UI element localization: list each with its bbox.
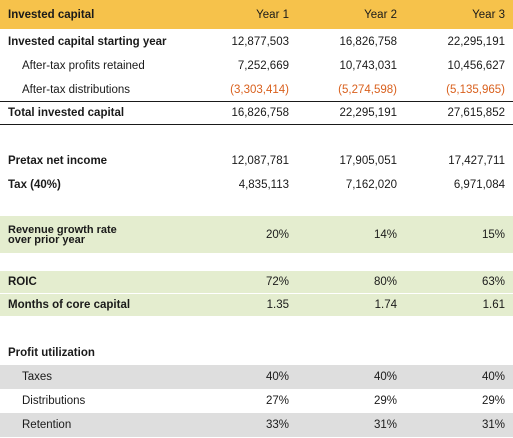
row-value-y2: 29% (373, 395, 397, 407)
row-value-y1: 12,087,781 (231, 155, 289, 167)
row-value-y3: 1.61 (482, 299, 505, 311)
row-value-y1: 12,877,503 (231, 35, 289, 48)
table-row-distrib-pct: Distributions 27% 29% 29% (0, 389, 513, 413)
row-label: After-tax profits retained (22, 60, 145, 72)
row-value-y2: 14% (373, 228, 397, 241)
table-row-growth: Revenue growth rate over prior year 20% … (0, 216, 513, 253)
row-value-y2: (5,274,598) (338, 83, 397, 96)
table-row-roic: ROIC 72% 80% 63% (0, 271, 513, 293)
row-value-y1: 20% (265, 228, 289, 241)
row-value-y1: 16,826,758 (231, 107, 289, 119)
table-row-tax: Tax (40%) 4,835,113 7,162,020 6,971,084 (0, 173, 513, 197)
row-value-y3: 40% (481, 371, 505, 383)
row-value-y1: 27% (265, 395, 289, 407)
row-value-y3: (5,135,965) (446, 83, 505, 96)
section-heading: Profit utilization (8, 347, 95, 359)
row-value-y2: 80% (373, 276, 397, 288)
row-value-y3: 17,427,711 (448, 155, 505, 167)
header-title: Invested capital (8, 8, 95, 21)
header-year-2: Year 2 (364, 8, 397, 21)
row-value-y3: 22,295,191 (447, 35, 505, 48)
row-value-y2: 22,295,191 (339, 107, 397, 119)
row-label: Revenue growth rate over prior year (0, 223, 200, 246)
row-value-y1: (3,303,414) (230, 83, 289, 96)
row-value-y1: 40% (265, 371, 289, 383)
row-value-y2: 40% (373, 371, 397, 383)
row-value-y2: 10,743,031 (339, 60, 397, 72)
row-value-y2: 17,905,051 (339, 155, 397, 167)
table-row-distributions: After-tax distributions (3,303,414) (5,2… (0, 78, 513, 101)
row-value-y1: 72% (265, 276, 289, 288)
row-value-y3: 31% (481, 419, 505, 431)
table-header-row: Invested capital Year 1 Year 2 Year 3 (0, 0, 513, 29)
table-row-taxes: Taxes 40% 40% 40% (0, 365, 513, 389)
table-row-profit-utilization: Profit utilization (0, 341, 513, 365)
row-value-y1: 1.35 (266, 299, 289, 311)
header-year-3: Year 3 (472, 8, 505, 21)
row-label: ROIC (8, 276, 37, 288)
row-value-y3: 6,971,084 (453, 179, 505, 191)
table-row-starting: Invested capital starting year 12,877,50… (0, 29, 513, 54)
row-value-y2: 16,826,758 (339, 35, 397, 48)
row-label: Tax (40%) (8, 179, 61, 191)
row-label: Invested capital starting year (8, 35, 167, 48)
row-value-y3: 27,615,852 (447, 107, 505, 119)
row-value-y1: 7,252,669 (237, 60, 289, 72)
row-value-y2: 1.74 (374, 299, 397, 311)
row-label: After-tax distributions (22, 83, 131, 96)
row-label: Total invested capital (8, 107, 125, 119)
table-row-total: Total invested capital 16,826,758 22,295… (0, 101, 513, 125)
row-value-y1: 4,835,113 (238, 179, 289, 191)
row-value-y2: 7,162,020 (345, 179, 397, 191)
row-label-line2: over prior year (8, 233, 86, 246)
row-label: Retention (22, 419, 72, 431)
row-label-line1: Revenue growth rate (8, 223, 117, 236)
table-row-retained: After-tax profits retained 7,252,669 10,… (0, 54, 513, 78)
row-label: Months of core capital (8, 299, 131, 311)
header-year-1: Year 1 (256, 8, 289, 21)
table-row-retention: Retention 33% 31% 31% (0, 413, 513, 437)
table-row-pretax: Pretax net income 12,087,781 17,905,051 … (0, 149, 513, 173)
row-value-y2: 31% (373, 419, 397, 431)
row-value-y3: 63% (481, 276, 505, 288)
row-value-y3: 10,456,627 (447, 60, 505, 72)
row-value-y3: 29% (481, 395, 505, 407)
row-label: Pretax net income (8, 155, 108, 167)
row-value-y1: 33% (265, 419, 289, 431)
row-label: Distributions (22, 395, 86, 407)
row-label: Taxes (22, 371, 53, 383)
row-value-y3: 15% (481, 228, 505, 241)
table-row-months: Months of core capital 1.35 1.74 1.61 (0, 294, 513, 316)
